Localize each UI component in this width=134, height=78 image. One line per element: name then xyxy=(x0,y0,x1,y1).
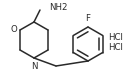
Text: NH2: NH2 xyxy=(49,4,68,12)
Text: HCl: HCl xyxy=(108,44,123,52)
Text: HCl: HCl xyxy=(108,33,123,41)
Text: F: F xyxy=(85,14,90,23)
Text: O: O xyxy=(10,26,17,34)
Text: N: N xyxy=(31,62,37,71)
